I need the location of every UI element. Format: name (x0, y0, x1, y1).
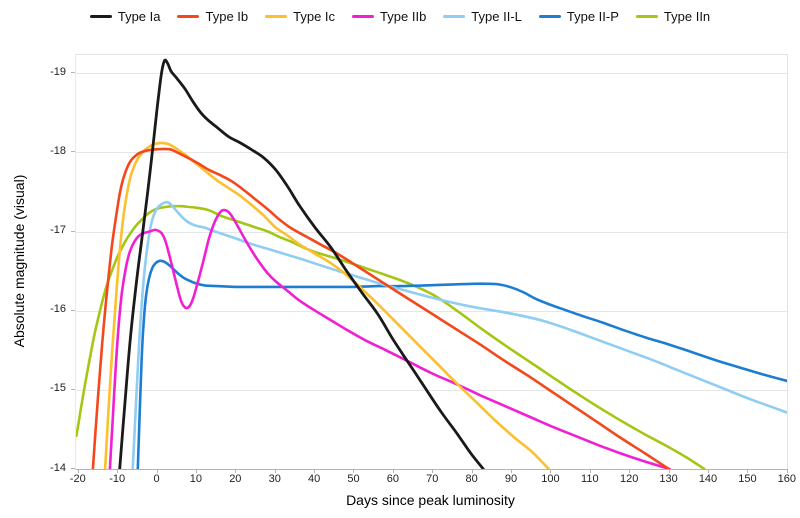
x-tick-label-160: 160 (777, 473, 796, 485)
x-tick-mark (235, 469, 237, 473)
y-tick-label--15: -15 (50, 382, 66, 395)
x-tick-mark (668, 469, 670, 473)
x-tick-label-90: 90 (504, 473, 518, 485)
legend-item-type-ia[interactable]: Type Ia (89, 8, 161, 24)
x-tick-label-100: 100 (541, 473, 560, 485)
plot-svg (76, 58, 787, 469)
x-tick-mark (77, 469, 79, 473)
x-tick-label-30: 30 (268, 473, 281, 485)
x-tick-mark (747, 469, 749, 473)
x-tick-label-10: 10 (189, 473, 203, 485)
y-tick-label--18: -18 (50, 144, 66, 157)
gridline--16 (76, 310, 787, 312)
y-axis-title: Absolute magnitude (visual) (11, 174, 27, 348)
x-tick-mark (629, 469, 631, 473)
legend-label: Type II-P (566, 8, 619, 24)
x-tick-label-70: 70 (426, 473, 439, 485)
series-line-type-iib[interactable] (108, 208, 671, 469)
x-tick-mark (550, 469, 552, 473)
x-tick-label-80: 80 (465, 473, 478, 485)
x-tick-mark (195, 469, 197, 473)
x-tick-label-130: 130 (659, 473, 678, 485)
x-tick-mark (589, 469, 591, 473)
legend-swatch (352, 14, 375, 18)
series-line-type-ic[interactable] (103, 141, 550, 469)
legend-label: Type Ia (117, 8, 161, 24)
x-tick-label-150: 150 (738, 473, 757, 485)
legend-item-type-iib[interactable]: Type IIb (352, 9, 426, 24)
legend-item-type-ii-p[interactable]: Type II-P (538, 8, 619, 24)
y-tick-mark (71, 388, 75, 390)
x-tick-label-50: 50 (347, 473, 360, 485)
legend-item-type-ic[interactable]: Type Ic (265, 9, 335, 24)
legend-swatch (89, 14, 112, 18)
y-tick-label--14: -14 (50, 461, 66, 474)
legend-label: Type IIn (663, 8, 711, 24)
y-tick-label--17: -17 (50, 224, 66, 237)
legend-swatch (177, 14, 200, 18)
legend-swatch (443, 14, 466, 18)
x-tick-mark (353, 469, 355, 473)
y-tick-mark (71, 468, 75, 469)
series-line-type-ii-p[interactable] (136, 259, 787, 469)
gridline--18 (76, 152, 787, 154)
gridline--17 (76, 231, 787, 233)
gridline--19 (76, 73, 787, 75)
x-tick-label-120: 120 (620, 473, 639, 485)
x-tick-mark (471, 469, 473, 473)
plot-area (75, 54, 788, 470)
series-line-type-iin[interactable] (76, 204, 706, 469)
x-tick-mark (708, 469, 709, 473)
x-tick-label-110: 110 (581, 473, 599, 485)
legend-item-type-iin[interactable]: Type IIn (635, 8, 711, 24)
legend-swatch (538, 14, 561, 18)
legend-label: Type Ib (205, 8, 249, 24)
y-tick-mark (71, 309, 75, 311)
y-tick-mark (71, 230, 75, 232)
series-line-type-ia[interactable] (118, 58, 485, 469)
series-line-type-ii-l[interactable] (131, 200, 787, 469)
legend-item-type-ii-l[interactable]: Type II-L (443, 9, 522, 24)
y-tick-mark (71, 151, 75, 153)
x-tick-label--20: -20 (69, 473, 86, 485)
x-tick-mark (156, 469, 158, 473)
x-tick-mark (432, 469, 434, 473)
chart-legend: Type Ia Type Ib Type Ic Type IIb Type II-L Ty… (0, 7, 800, 25)
x-tick-mark (786, 469, 788, 473)
y-tick-label--19: -19 (50, 65, 66, 78)
x-tick-mark (274, 469, 276, 473)
legend-swatch (265, 14, 288, 18)
x-tick-label-20: 20 (229, 473, 242, 485)
x-tick-mark (117, 469, 119, 473)
gridline--15 (76, 389, 787, 391)
legend-item-type-ib[interactable]: Type Ib (177, 9, 248, 24)
series-line-type-ib[interactable] (91, 147, 671, 469)
y-tick-label--16: -16 (50, 303, 66, 316)
x-tick-label-140: 140 (698, 473, 718, 485)
y-tick-mark (71, 72, 75, 74)
x-tick-label-0: 0 (153, 473, 160, 485)
x-tick-label-60: 60 (386, 473, 399, 485)
x-tick-mark (392, 469, 394, 473)
legend-label: Type Ic (293, 8, 336, 24)
legend-label: Type II-L (471, 8, 522, 24)
x-tick-label-40: 40 (307, 473, 321, 485)
legend-swatch (635, 14, 658, 18)
x-axis-title: Days since peak luminosity (346, 492, 515, 508)
x-tick-mark (511, 469, 513, 473)
x-tick-label--10: -10 (109, 473, 126, 485)
x-tick-mark (314, 469, 316, 473)
legend-label: Type IIb (380, 8, 427, 24)
